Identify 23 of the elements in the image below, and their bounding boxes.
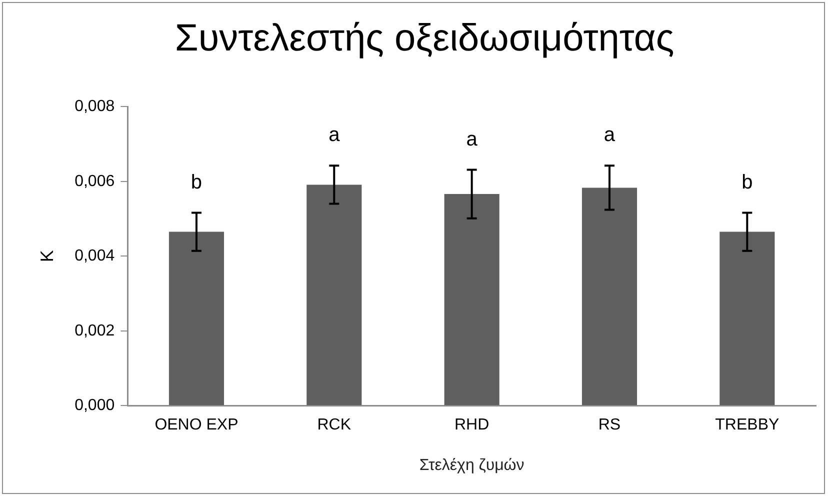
x-tick-label: TREBBY <box>715 416 780 434</box>
y-axis-title: K <box>36 250 57 262</box>
y-tick-label: 0,002 <box>74 322 115 340</box>
annotation: a <box>466 128 478 150</box>
y-tick-label: 0,004 <box>74 248 115 265</box>
bar <box>444 194 500 406</box>
annotation: a <box>328 124 341 146</box>
bar <box>582 188 638 406</box>
y-tick-label: 0,006 <box>74 172 115 190</box>
x-tick-label: RS <box>598 416 621 434</box>
bar <box>720 232 775 406</box>
y-tick-label: 0,008 <box>74 98 115 116</box>
chart-title: Συντελεστής οξειδωσιμότητας <box>174 17 674 60</box>
x-tick-label: RHD <box>454 416 490 434</box>
annotation: b <box>190 171 202 194</box>
x-tick-label: OENO EXP <box>154 416 238 434</box>
bar <box>306 184 362 406</box>
x-tick-label: RCK <box>317 416 352 434</box>
annotation: a <box>604 124 616 146</box>
annotation: b <box>742 171 753 194</box>
bar <box>168 232 224 406</box>
y-tick-label: 0,000 <box>74 397 115 414</box>
x-axis-title: Στελέχη ζυμών <box>419 456 524 474</box>
